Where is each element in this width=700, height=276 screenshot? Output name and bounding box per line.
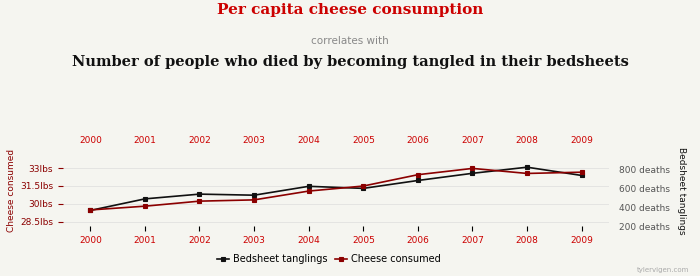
Text: Per capita cheese consumption: Per capita cheese consumption: [217, 3, 483, 17]
Bedsheet tanglings: [359, 187, 368, 190]
Bedsheet tanglings: [578, 174, 586, 177]
Bedsheet tanglings: [468, 172, 477, 175]
Y-axis label: Bedsheet tanglings: Bedsheet tanglings: [678, 147, 687, 234]
Text: correlates with: correlates with: [311, 36, 389, 46]
Cheese consumed: [141, 205, 149, 208]
Legend: Bedsheet tanglings, Cheese consumed: Bedsheet tanglings, Cheese consumed: [214, 251, 444, 268]
Bedsheet tanglings: [414, 179, 422, 182]
Line: Cheese consumed: Cheese consumed: [88, 166, 584, 213]
Y-axis label: Cheese consumed: Cheese consumed: [7, 149, 16, 232]
Cheese consumed: [304, 189, 313, 193]
Cheese consumed: [195, 200, 204, 203]
Cheese consumed: [414, 173, 422, 176]
Bedsheet tanglings: [304, 185, 313, 188]
Bedsheet tanglings: [523, 166, 531, 169]
Text: Number of people who died by becoming tangled in their bedsheets: Number of people who died by becoming ta…: [71, 55, 629, 69]
Bedsheet tanglings: [195, 192, 204, 196]
Cheese consumed: [523, 172, 531, 175]
Cheese consumed: [250, 198, 258, 201]
Cheese consumed: [468, 167, 477, 170]
Cheese consumed: [578, 171, 586, 174]
Cheese consumed: [86, 208, 94, 212]
Cheese consumed: [359, 184, 368, 188]
Line: Bedsheet tanglings: Bedsheet tanglings: [88, 165, 584, 213]
Text: tylervigen.com: tylervigen.com: [637, 267, 690, 273]
Bedsheet tanglings: [141, 197, 149, 201]
Bedsheet tanglings: [250, 193, 258, 197]
Bedsheet tanglings: [86, 209, 94, 212]
